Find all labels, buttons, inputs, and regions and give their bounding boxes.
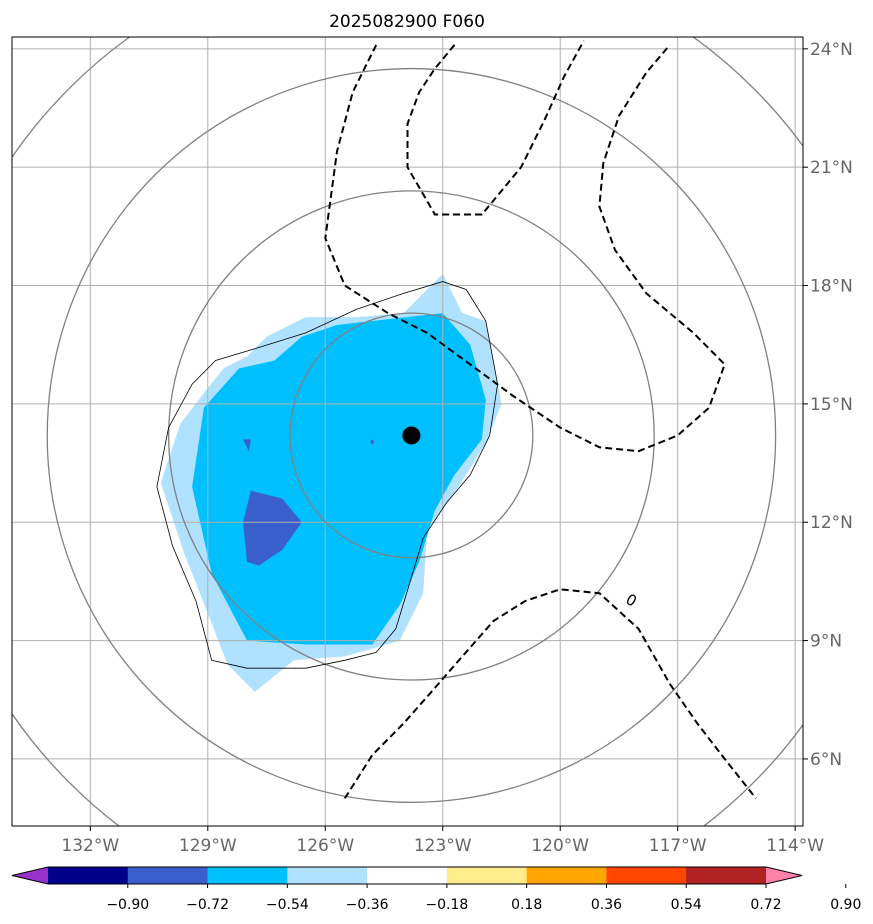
storm-center-dot <box>402 426 421 445</box>
lon-tick-labels: 132°W 129°W 126°W 123°W 120°W 117°W 114°W <box>61 826 824 856</box>
lat-tick-label-5: 21°N <box>810 158 853 178</box>
filled-region-1 <box>192 313 486 645</box>
colorbar-segment-5 <box>446 867 528 884</box>
colorbar-segment-7 <box>606 867 687 884</box>
lat-tick-label-0: 6°N <box>810 750 842 770</box>
colorbar-label-9: 0.90 <box>830 897 861 913</box>
colorbar-segment-0 <box>48 867 129 884</box>
colorbar-label-4: −0.18 <box>425 897 468 913</box>
lon-tick-label-0: 132°W <box>61 836 119 856</box>
lat-tick-label-1: 9°N <box>810 632 842 652</box>
lat-tick-label-4: 18°N <box>810 277 853 297</box>
colorbar-label-0: −0.90 <box>106 897 149 913</box>
lat-tick-label-2: 12°N <box>810 513 853 533</box>
lon-tick-label-2: 126°W <box>296 836 354 856</box>
dashed-contour-2 <box>343 588 757 800</box>
storm-center-marker <box>402 426 421 445</box>
filled-region-2 <box>243 490 302 566</box>
colorbar-label-1: −0.72 <box>186 897 229 913</box>
dashed-contour-0 <box>324 44 726 453</box>
range-ring-2 <box>46 67 777 803</box>
gridlines <box>12 37 803 826</box>
range-ring-1 <box>167 190 655 681</box>
colorbar-label-3: −0.36 <box>346 897 389 913</box>
plot-frame <box>11 36 804 827</box>
contour-labels: 0 <box>623 590 640 610</box>
filled-region-3 <box>243 439 251 452</box>
lon-tick-label-1: 129°W <box>179 836 237 856</box>
contour-label-bg-0 <box>623 591 638 608</box>
thin-contour <box>156 281 499 669</box>
lat-tick-labels: 6°N 9°N 12°N 15°N 18°N 21°N 24°N <box>803 40 853 770</box>
dashed-contour-1 <box>406 40 585 216</box>
colorbar-label-6: 0.36 <box>591 897 622 913</box>
dashed-contours <box>324 40 757 800</box>
chart-title: 2025082900 F060 <box>329 12 485 32</box>
colorbar-segment-1 <box>127 867 209 884</box>
colorbar-segment-8 <box>686 867 767 884</box>
colorbar-segment-4 <box>367 867 448 884</box>
lon-tick-label-4: 120°W <box>531 836 589 856</box>
colorbar-label-8: 0.72 <box>750 897 781 913</box>
thin-contour-line <box>156 281 499 669</box>
lat-tick-label-3: 15°N <box>810 395 853 415</box>
colorbar: −0.90 −0.72 −0.54 −0.36 −0.18 0.18 0.36 0.54 0.7… <box>11 866 861 913</box>
filled-region-4 <box>370 439 375 446</box>
filled-contours <box>160 273 502 692</box>
colorbar-label-5: 0.18 <box>511 897 542 913</box>
lon-tick-label-5: 117°W <box>649 836 707 856</box>
colorbar-segment-6 <box>526 867 607 884</box>
lon-tick-label-3: 123°W <box>414 836 472 856</box>
colorbar-segment-2 <box>207 867 288 884</box>
range-ring-0 <box>289 312 534 559</box>
lon-tick-label-6: 114°W <box>766 836 824 856</box>
colorbar-extend-low <box>12 867 48 884</box>
colorbar-segment-3 <box>287 867 368 884</box>
lat-tick-label-6: 24°N <box>810 40 853 60</box>
colorbar-label-7: 0.54 <box>671 897 702 913</box>
colorbar-extend-high <box>766 867 802 884</box>
colorbar-label-2: −0.54 <box>266 897 309 913</box>
colorbar-outline <box>11 866 803 885</box>
